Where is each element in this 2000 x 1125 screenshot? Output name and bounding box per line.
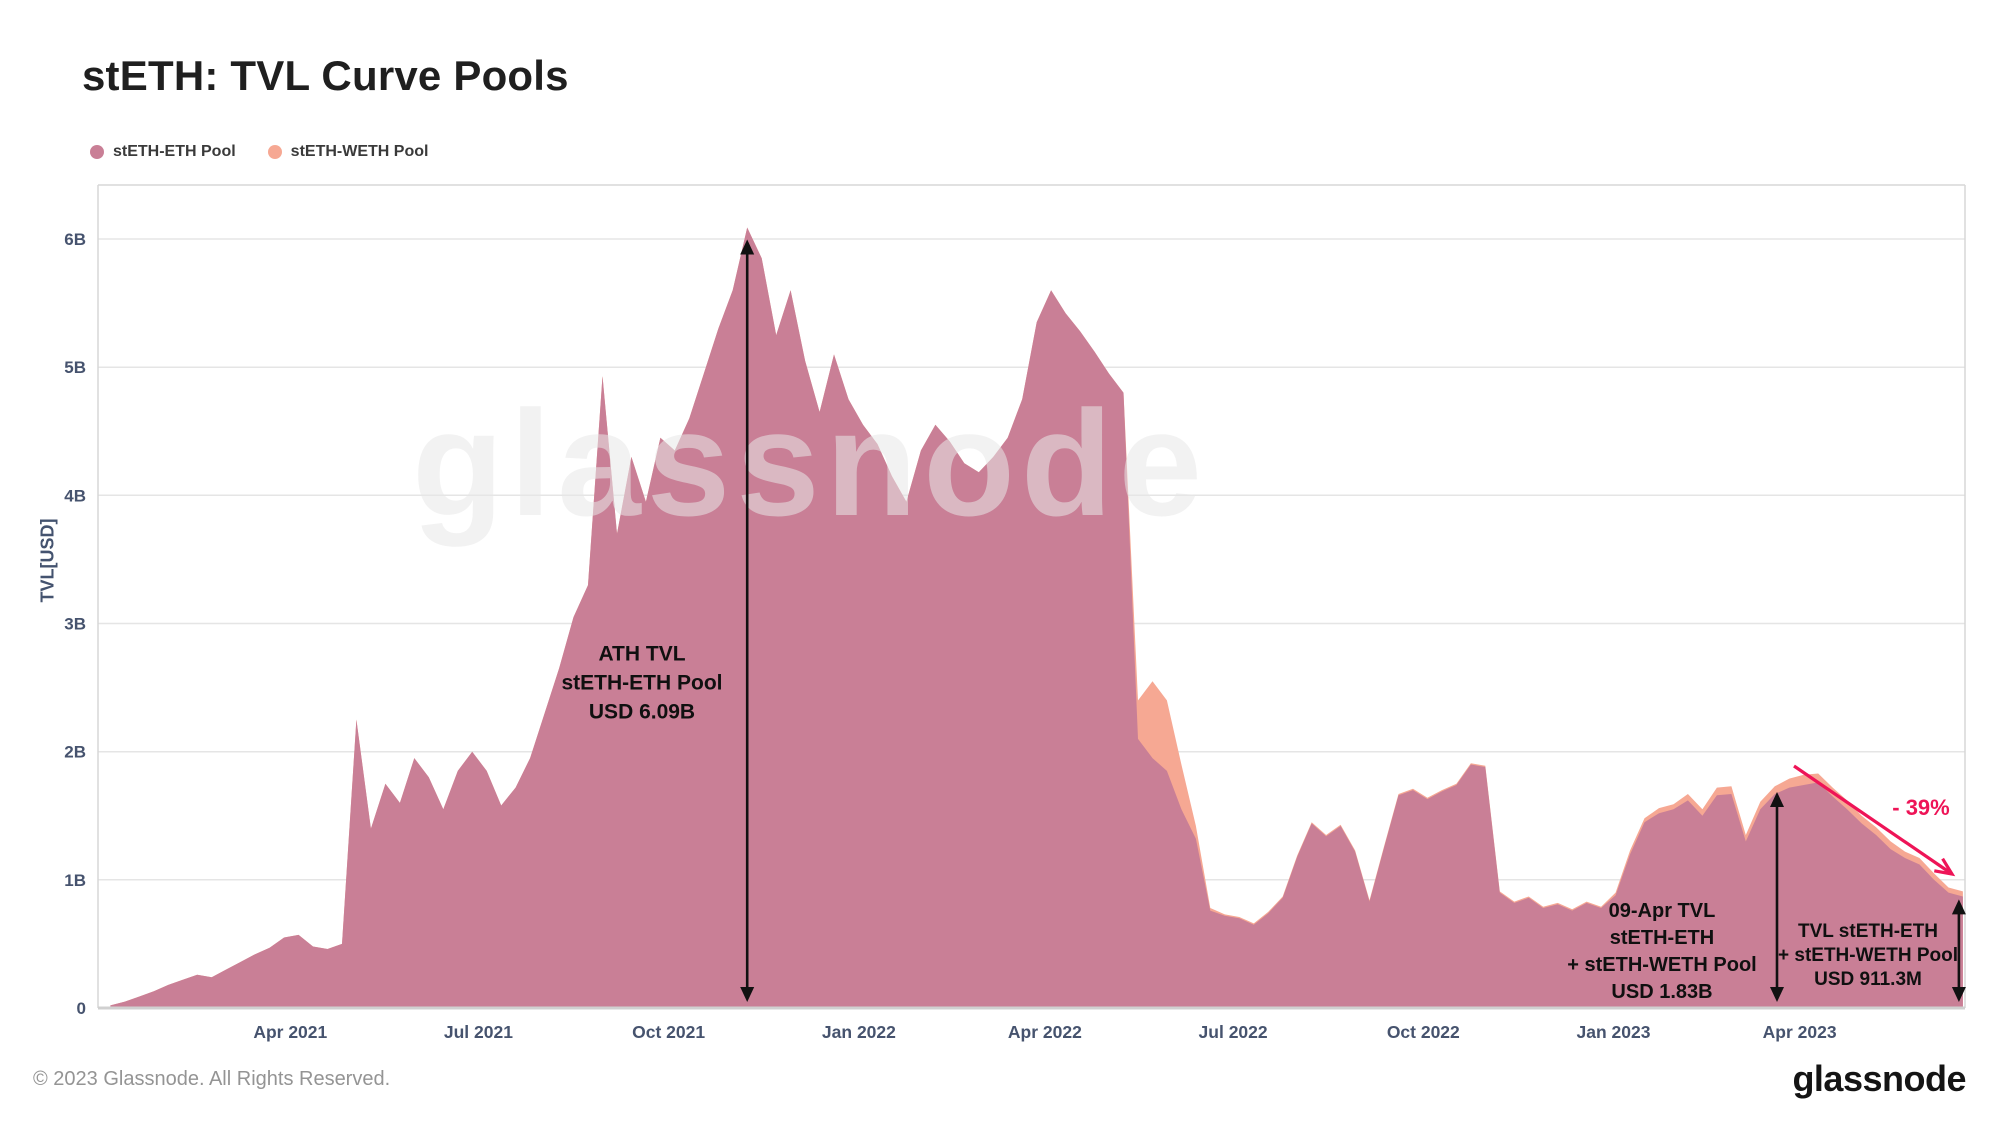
y-tick-label: 4B <box>64 486 86 505</box>
annotation-line: 09-Apr TVL <box>1608 900 1716 922</box>
annotation-line: + stETH-WETH Pool <box>1567 954 1757 976</box>
x-tick-label: Apr 2021 <box>253 1022 327 1042</box>
x-tick-label: Jul 2022 <box>1199 1022 1268 1042</box>
steth-weth-legend-dot-icon <box>267 145 282 159</box>
apr-09-arrow <box>1770 792 1784 1002</box>
latest-arrow <box>1951 899 1966 1002</box>
annotation-line: + stETH-WETH Pool <box>1778 945 1958 966</box>
x-tick-label: Jan 2022 <box>822 1022 896 1042</box>
annotation-latest-tvl: TVL stETH-ETH + stETH-WETH Pool USD 911.… <box>1778 920 1958 992</box>
annotation-line: ATH TVL <box>598 642 686 666</box>
x-tick-label: Jul 2021 <box>444 1022 513 1042</box>
copyright-text: © 2023 Glassnode. All Rights Reserved. <box>33 1068 391 1090</box>
page-title: stETH: TVL Curve Pools <box>82 52 569 99</box>
annotation-09-apr-tvl: 09-Apr TVL stETH-ETH + stETH-WETH Pool U… <box>1567 898 1756 1006</box>
annotation-line: USD 6.09B <box>588 700 696 724</box>
x-tick-label: Apr 2022 <box>1008 1022 1082 1042</box>
steth-eth-legend-dot-icon <box>90 145 104 159</box>
ath-arrow <box>740 239 755 1002</box>
y-tick-label: 0 <box>77 999 86 1018</box>
legend-label: stETH-WETH Pool <box>290 143 429 160</box>
drop-arrow <box>1793 764 1956 877</box>
annotation-line: USD 1.83B <box>1611 981 1713 1003</box>
annotation-line: stETH-ETH Pool <box>561 671 723 695</box>
x-tick-label: Oct 2022 <box>1387 1022 1460 1042</box>
y-axis-title: TVL[USD] <box>37 518 58 603</box>
legend-item-steth-eth-pool[interactable]: stETH-ETH Pool <box>90 143 236 161</box>
annotation-ath-tvl: ATH TVL stETH-ETH Pool USD 6.09B <box>562 640 723 727</box>
annotation-line: USD 911.3M <box>1814 969 1922 990</box>
y-tick-label: 3B <box>64 615 86 634</box>
annotation-line: stETH-ETH <box>1609 927 1715 949</box>
y-tick-label: 1B <box>64 871 86 890</box>
x-tick-label: Oct 2021 <box>632 1022 705 1042</box>
x-tick-label: Apr 2023 <box>1763 1022 1837 1042</box>
glassnode-logo: glassnode <box>1792 1058 1966 1099</box>
legend-item-steth-weth-pool[interactable]: stETH-WETH Pool <box>267 143 429 161</box>
steth-eth-area <box>110 227 1963 1008</box>
annotation-drop-percent: - 39% <box>1892 795 1950 820</box>
chart-legend: stETH-ETH Pool stETH-WETH Pool <box>90 143 428 161</box>
y-tick-label: 5B <box>64 358 86 377</box>
glassnode-watermark: glassnode <box>412 379 1208 547</box>
annotation-line: TVL stETH-ETH <box>1797 921 1939 942</box>
y-tick-label: 2B <box>64 743 86 762</box>
y-tick-label: 6B <box>64 230 86 249</box>
x-tick-label: Jan 2023 <box>1577 1022 1651 1042</box>
legend-label: stETH-ETH Pool <box>113 143 236 160</box>
